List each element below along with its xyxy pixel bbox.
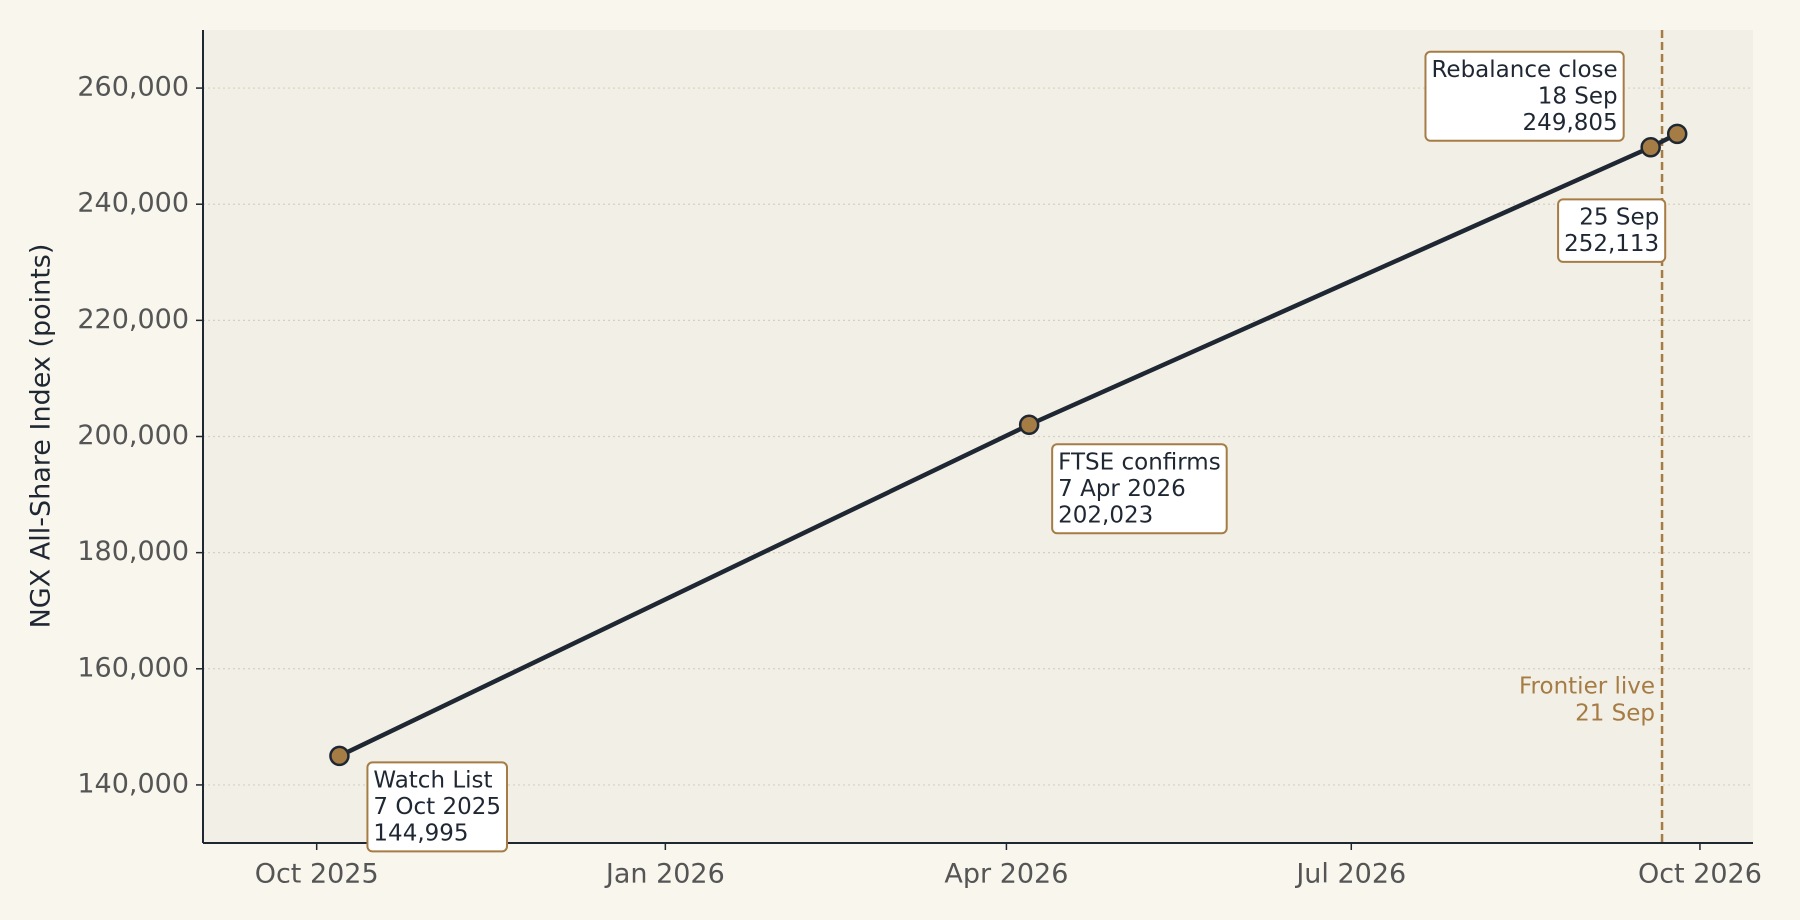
annotation-box — [1424, 50, 1625, 142]
y-tick-label: 220,000 — [77, 304, 189, 335]
y-tick-label: 200,000 — [77, 420, 189, 451]
annotation-box — [1557, 198, 1667, 263]
y-axis-label: NGX All-Share Index (points) — [26, 244, 57, 629]
annotation-text: 144,995 — [373, 820, 468, 846]
line — [338, 131, 1679, 758]
marker — [1666, 123, 1688, 145]
annotation-text: 25 Sep — [1579, 204, 1659, 230]
event-label: 21 Sep — [1575, 701, 1655, 727]
x-tick-label: Apr 2026 — [944, 859, 1068, 890]
annotation-text: 7 Oct 2025 — [373, 794, 501, 820]
x-tick-label: Oct 2025 — [255, 859, 379, 890]
marker — [1018, 414, 1040, 436]
y-tick-label: 140,000 — [77, 768, 189, 799]
annotation-text: 249,805 — [1523, 110, 1618, 136]
annotation-box — [366, 761, 508, 853]
x-tick-label: Jul 2026 — [1294, 859, 1406, 890]
y-tick-label: 160,000 — [77, 652, 189, 683]
y-tick-label: 180,000 — [77, 536, 189, 567]
annotation-box — [1051, 443, 1228, 535]
y-tick-label: 240,000 — [77, 188, 189, 219]
annotation-text: 202,023 — [1058, 502, 1153, 528]
annotation-text: FTSE confirms — [1058, 449, 1221, 475]
event-label: Frontier live — [1519, 674, 1655, 700]
annotation-text: Watch List — [373, 767, 492, 793]
annotation-text: 252,113 — [1564, 231, 1659, 257]
annotation-text: Rebalance close — [1431, 57, 1617, 83]
x-tick-label: Oct 2026 — [1638, 859, 1762, 890]
y-tick-label: 260,000 — [77, 72, 189, 103]
marker — [1640, 137, 1661, 158]
annotation-text: 18 Sep — [1538, 83, 1618, 109]
marker — [329, 745, 350, 767]
annotation-text: 7 Apr 2026 — [1058, 476, 1186, 502]
x-tick-label: Jan 2026 — [604, 859, 725, 890]
